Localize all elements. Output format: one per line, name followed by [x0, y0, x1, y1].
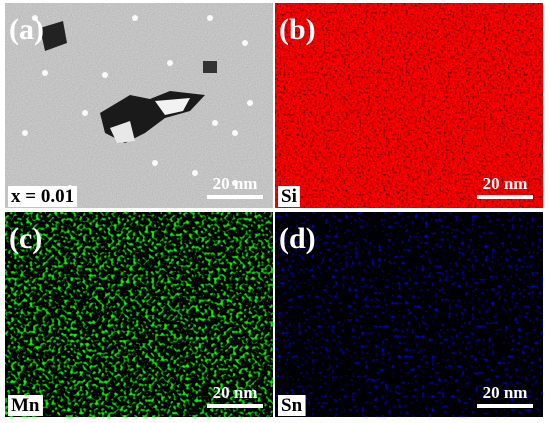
- caption: x = 0.01: [11, 186, 74, 207]
- dark-inclusion: [40, 21, 67, 51]
- panel-image: [275, 212, 543, 417]
- bright-inclusion: [155, 98, 190, 115]
- scale-bar: [207, 404, 263, 408]
- bright-particle: [192, 170, 198, 176]
- caption-box: Si: [278, 186, 300, 207]
- caption-bg: [8, 395, 43, 416]
- panel: (d) Sn 20 nm: [275, 212, 543, 417]
- panel: (c) Mn 20 nm: [5, 212, 273, 417]
- bright-particle: [132, 15, 138, 21]
- panel-label: (b): [279, 13, 316, 46]
- scale-bar: [207, 195, 263, 199]
- caption-bg: [278, 395, 306, 416]
- bright-particle: [167, 60, 173, 66]
- panel-image: [275, 3, 543, 208]
- caption: Mn: [11, 395, 40, 416]
- bright-particle: [212, 120, 218, 126]
- caption-box: Sn: [278, 395, 306, 416]
- panel: (a) x = 0.01 20 nm: [5, 3, 273, 208]
- caption-bg: [8, 186, 78, 207]
- panel-image: [5, 212, 273, 417]
- caption-bg: [278, 186, 300, 207]
- bright-particle: [247, 100, 253, 106]
- bright-particle: [232, 180, 238, 186]
- bright-particle: [42, 70, 48, 76]
- scale-bar-label: 20 nm: [483, 174, 528, 193]
- panel-label: (a): [9, 13, 44, 46]
- scale-bar-label: 20 nm: [483, 383, 528, 402]
- bright-particle: [207, 15, 213, 21]
- bright-particle: [102, 72, 108, 78]
- bright-particle: [32, 15, 38, 21]
- caption-box: x = 0.01: [8, 186, 78, 207]
- bright-inclusion: [110, 121, 135, 143]
- caption-box: Mn: [8, 395, 43, 416]
- scale-bar-label: 20 nm: [213, 383, 258, 402]
- caption: Si: [281, 186, 297, 207]
- scale-bar: [477, 195, 533, 199]
- bright-particle: [22, 130, 28, 136]
- bright-particle: [242, 40, 248, 46]
- panel: (b) Si 20 nm: [275, 3, 543, 208]
- caption: Sn: [281, 395, 303, 416]
- panel-label: (c): [9, 222, 42, 255]
- panel-label: (d): [279, 222, 316, 255]
- dark-inclusion: [203, 61, 217, 73]
- scale-bar: [477, 404, 533, 408]
- bright-particle: [152, 160, 158, 166]
- scale-bar-label: 20 nm: [213, 174, 258, 193]
- bright-particle: [82, 110, 88, 116]
- bright-particle: [232, 130, 238, 136]
